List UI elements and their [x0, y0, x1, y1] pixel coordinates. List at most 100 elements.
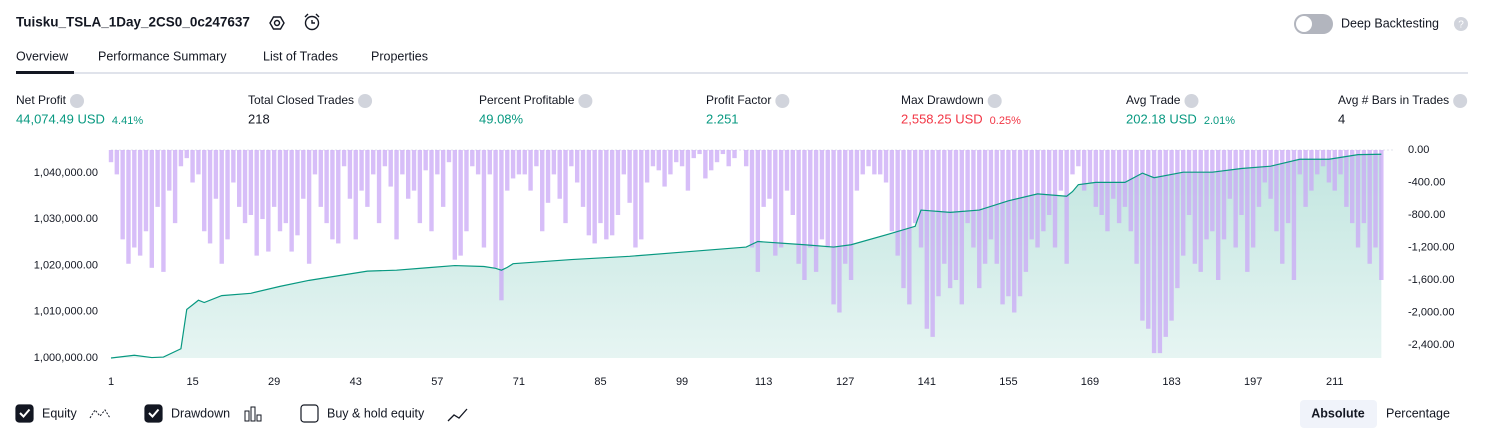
settings-icon[interactable]: [269, 16, 285, 30]
metric-label: Avg Trade: [1126, 93, 1181, 107]
view-button[interactable]: Percentage: [1386, 406, 1450, 420]
info-icon[interactable]: [987, 94, 1002, 108]
drawdown-bar: [907, 150, 912, 305]
equity-icon: [89, 409, 111, 419]
drawdown-bar: [808, 150, 813, 248]
drawdown-bar: [831, 150, 836, 305]
drawdown-bar: [254, 150, 259, 256]
drawdown-bar: [749, 150, 755, 248]
drawdown-bar: [1250, 150, 1256, 248]
tab[interactable]: Performance Summary: [98, 49, 227, 63]
metric-value: 49.08%: [479, 111, 524, 126]
drawdown-bar: [318, 150, 323, 207]
equity-line: [110, 153, 1382, 359]
drawdown-bar: [510, 150, 516, 179]
drawdown-bar: [1373, 150, 1378, 248]
drawdown-bar: [1128, 150, 1133, 232]
drawdown-bar: [1041, 150, 1046, 232]
drawdown-bar: [912, 150, 918, 224]
drawdown-bar: [621, 150, 626, 175]
drawdown-bar: [1204, 150, 1209, 240]
checkmark: [19, 408, 31, 418]
strategy-title: Tuisku_TSLA_1Day_2CS0_0c247637: [16, 15, 250, 30]
drawdown-bar: [219, 150, 224, 264]
drawdown-bar: [825, 150, 830, 248]
info-icon[interactable]: [358, 94, 373, 108]
drawdown-bar: [231, 150, 236, 183]
y2-tick-label: 0.00: [1408, 144, 1429, 156]
info-icon[interactable]: [1184, 94, 1199, 108]
view-button[interactable]: Absolute: [1311, 406, 1365, 420]
drawdown-bar: [1151, 150, 1157, 354]
equity-area: [111, 154, 1382, 358]
drawdown-bar: [650, 150, 656, 167]
drawdown-bar: [1140, 150, 1145, 321]
drawdown-bar: [435, 150, 440, 175]
x-tick-label: 113: [755, 376, 773, 388]
drawdown-bar: [167, 150, 172, 191]
drawdown-bar: [872, 150, 877, 175]
drawdown-bar: [207, 150, 213, 244]
drawdown-bar: [1350, 150, 1355, 224]
drawdown-bar: [359, 150, 364, 191]
drawdown-bar: [994, 150, 999, 264]
drawdown-bar: [1035, 150, 1040, 248]
drawdown-bar: [1239, 150, 1244, 215]
metric-value: 2,558.25 USD: [901, 111, 983, 126]
checkbox[interactable]: [144, 404, 163, 423]
checkbox[interactable]: [300, 404, 319, 423]
drawdown-bar: [662, 150, 667, 187]
legend-label: Drawdown: [171, 406, 230, 420]
drawdown-bar: [918, 150, 924, 248]
drawdown-bar: [528, 150, 533, 191]
drawdown-bar: [761, 150, 766, 207]
drawdown-icon: [250, 406, 256, 422]
y-tick-label: 1,030,000.00: [34, 213, 98, 225]
metric-label: Net Profit: [16, 93, 67, 107]
drawdown-bar: [1052, 150, 1058, 248]
drawdown-bar: [1087, 150, 1093, 183]
legend-label: Buy & hold equity: [327, 406, 425, 420]
tab[interactable]: List of Trades: [263, 49, 338, 63]
drawdown-bar: [691, 150, 696, 159]
drawdown-bar: [633, 150, 638, 248]
drawdown-bar: [889, 150, 895, 232]
info-icon[interactable]: [775, 94, 790, 108]
alert-icon[interactable]: [304, 13, 320, 31]
drawdown-bar: [674, 150, 679, 163]
help-icon[interactable]: ?: [1454, 17, 1468, 31]
metric-value: 218: [248, 111, 270, 126]
x-tick-label: 29: [268, 376, 280, 388]
drawdown-bar: [196, 150, 201, 175]
drawdown-bar: [604, 150, 609, 240]
checkbox[interactable]: [15, 404, 34, 423]
drawdown-bar: [365, 150, 370, 207]
drawdown-bar: [1320, 150, 1326, 167]
drawdown-bar: [1332, 150, 1337, 191]
info-icon[interactable]: [578, 94, 593, 108]
metric-value: 44,074.49 USD: [16, 111, 105, 126]
drawdown-bar: [977, 150, 982, 289]
drawdown-bar: [1291, 150, 1297, 280]
drawdown-bar: [458, 150, 463, 256]
drawdown-bar: [330, 150, 335, 240]
drawdown-bar: [1221, 150, 1227, 240]
drawdown-bar: [271, 150, 277, 207]
drawdown-bar: [813, 150, 819, 272]
drawdown-bar: [312, 150, 318, 175]
drawdown-bar: [848, 150, 854, 280]
x-tick-label: 155: [999, 376, 1017, 388]
drawdown-bar: [172, 150, 178, 224]
info-icon[interactable]: [70, 94, 85, 108]
drawdown-bar: [516, 150, 522, 175]
drawdown-bar: [1175, 150, 1180, 289]
tab[interactable]: Properties: [371, 49, 428, 63]
tab[interactable]: Overview: [16, 49, 69, 63]
drawdown-bar: [1233, 150, 1238, 248]
drawdown-bar: [178, 150, 184, 167]
drawdown-bar: [609, 150, 615, 236]
drawdown-bar: [790, 150, 795, 215]
drawdown-bar: [481, 150, 487, 248]
deep-backtesting-toggle[interactable]: [1294, 14, 1333, 34]
info-icon[interactable]: [1453, 94, 1468, 108]
